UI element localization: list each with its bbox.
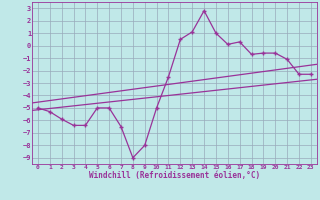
X-axis label: Windchill (Refroidissement éolien,°C): Windchill (Refroidissement éolien,°C) — [89, 171, 260, 180]
